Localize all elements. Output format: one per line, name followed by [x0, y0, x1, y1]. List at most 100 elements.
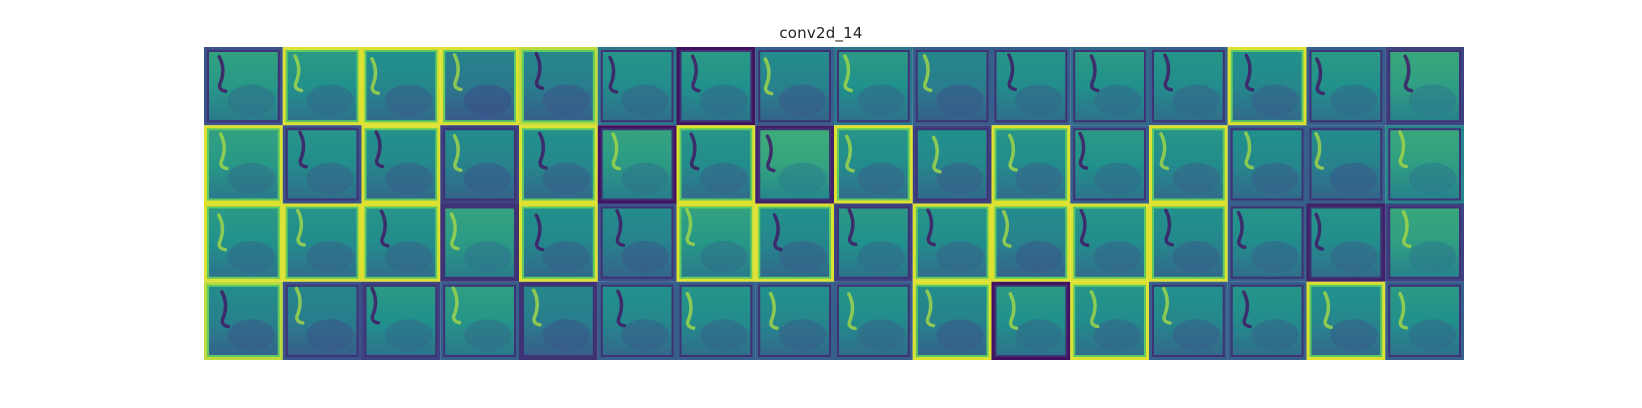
- tile-shade: [700, 162, 748, 195]
- tile-feature-streak: [1403, 54, 1414, 93]
- feature-map-tile: [519, 281, 598, 360]
- tile-shade: [700, 84, 748, 116]
- tile-shade: [1251, 241, 1299, 273]
- tile-feature-streak: [768, 291, 779, 330]
- feature-map-tile: [204, 203, 283, 282]
- tile-feature-streak: [1079, 209, 1090, 247]
- tile-shade: [1251, 319, 1299, 351]
- feature-map-tile: [1385, 281, 1464, 360]
- tile-feature-streak: [611, 132, 622, 171]
- feature-map-tile: [440, 125, 519, 204]
- tile-feature-streak: [1401, 210, 1412, 249]
- tile-feature-streak: [298, 130, 308, 169]
- feature-map-tile: [1149, 281, 1228, 360]
- feature-map-tile: [519, 125, 598, 204]
- feature-map-tile: [676, 125, 756, 204]
- tile-feature-streak: [843, 54, 853, 93]
- tile-shade: [1093, 162, 1142, 195]
- feature-map-tile: [1385, 47, 1464, 126]
- tile-shade: [227, 241, 275, 273]
- tile-feature-streak: [534, 51, 545, 90]
- tile-shade: [1408, 241, 1457, 273]
- tile-feature-streak: [847, 208, 858, 247]
- tile-feature-streak: [1314, 132, 1325, 170]
- feature-map-tile: [834, 47, 913, 126]
- feature-map-tile: [912, 125, 992, 204]
- tile-shade: [1408, 84, 1457, 116]
- tile-shade: [778, 319, 827, 351]
- tile-feature-streak: [925, 289, 936, 328]
- feature-map-tile: [1149, 203, 1228, 282]
- feature-map-tile: [1070, 203, 1149, 282]
- tile-feature-streak: [534, 213, 545, 252]
- feature-map-tile: [282, 47, 362, 126]
- feature-map-tile: [1070, 281, 1149, 360]
- chart-title: conv2d_14: [779, 24, 863, 42]
- tile-shade: [1093, 241, 1142, 273]
- tile-feature-streak: [1089, 54, 1100, 93]
- feature-map-tile: [1149, 125, 1228, 204]
- feature-map-tile: [755, 203, 834, 282]
- feature-map-tile: [361, 47, 441, 126]
- tile-shade: [306, 162, 354, 195]
- tile-feature-streak: [1398, 291, 1408, 330]
- feature-map-tile: [597, 281, 677, 360]
- tile-feature-streak: [295, 208, 306, 247]
- tile-feature-streak: [931, 135, 942, 174]
- tile-shade: [1330, 319, 1378, 351]
- tile-feature-streak: [1164, 208, 1174, 247]
- tile-feature-streak: [1078, 131, 1089, 170]
- tile-shade: [936, 319, 984, 351]
- tile-feature-streak: [685, 208, 695, 247]
- tile-feature-streak: [293, 54, 304, 93]
- tile-feature-streak: [451, 286, 462, 325]
- feature-map-tile: [1227, 125, 1307, 204]
- feature-map-tile: [991, 47, 1071, 126]
- feature-map-tile: [204, 47, 283, 126]
- tile-shade: [1015, 162, 1063, 195]
- tile-feature-streak: [616, 289, 626, 328]
- tile-shade: [542, 162, 590, 195]
- feature-map-tile: [1227, 203, 1307, 282]
- tile-shade: [542, 319, 590, 351]
- feature-map-tile: [991, 125, 1071, 204]
- feature-map-tile: [991, 281, 1071, 360]
- tile-feature-streak: [926, 208, 937, 247]
- tile-shade: [1330, 241, 1378, 273]
- tile-shade: [542, 241, 590, 273]
- tile-shade: [700, 241, 748, 273]
- tile-feature-streak: [763, 57, 774, 96]
- tile-feature-streak: [844, 134, 855, 173]
- tile-shade: [1330, 162, 1378, 195]
- tile-shade: [936, 162, 984, 195]
- feature-map-tile: [834, 281, 913, 360]
- tile-shade: [857, 241, 905, 273]
- feature-map-tile: [282, 125, 362, 204]
- feature-map-tile: [440, 281, 519, 360]
- feature-map-tile: [912, 281, 992, 360]
- tile-shade: [306, 241, 354, 273]
- tile-shade: [542, 84, 590, 116]
- tile-shade: [463, 241, 512, 273]
- feature-map-tile: [912, 47, 992, 126]
- tile-feature-streak: [772, 213, 783, 252]
- tile-shade: [1093, 319, 1142, 351]
- tile-shade: [1172, 84, 1220, 116]
- tile-feature-streak: [220, 290, 230, 329]
- tile-feature-streak: [1244, 131, 1254, 170]
- tile-feature-streak: [1089, 290, 1100, 329]
- tile-feature-streak: [1242, 290, 1252, 329]
- tile-shade: [463, 319, 512, 351]
- feature-map-tile: [676, 281, 756, 360]
- feature-map-tile: [676, 203, 756, 282]
- tile-feature-streak: [1008, 133, 1018, 172]
- tile-shade: [1015, 241, 1063, 273]
- tile-feature-streak: [847, 292, 857, 331]
- tile-shade: [621, 241, 669, 273]
- feature-map-tile: [834, 125, 913, 204]
- tile-feature-streak: [690, 54, 701, 93]
- feature-map-tile: [1306, 47, 1386, 126]
- feature-map-tile: [755, 281, 834, 360]
- tile-feature-streak: [1398, 130, 1408, 169]
